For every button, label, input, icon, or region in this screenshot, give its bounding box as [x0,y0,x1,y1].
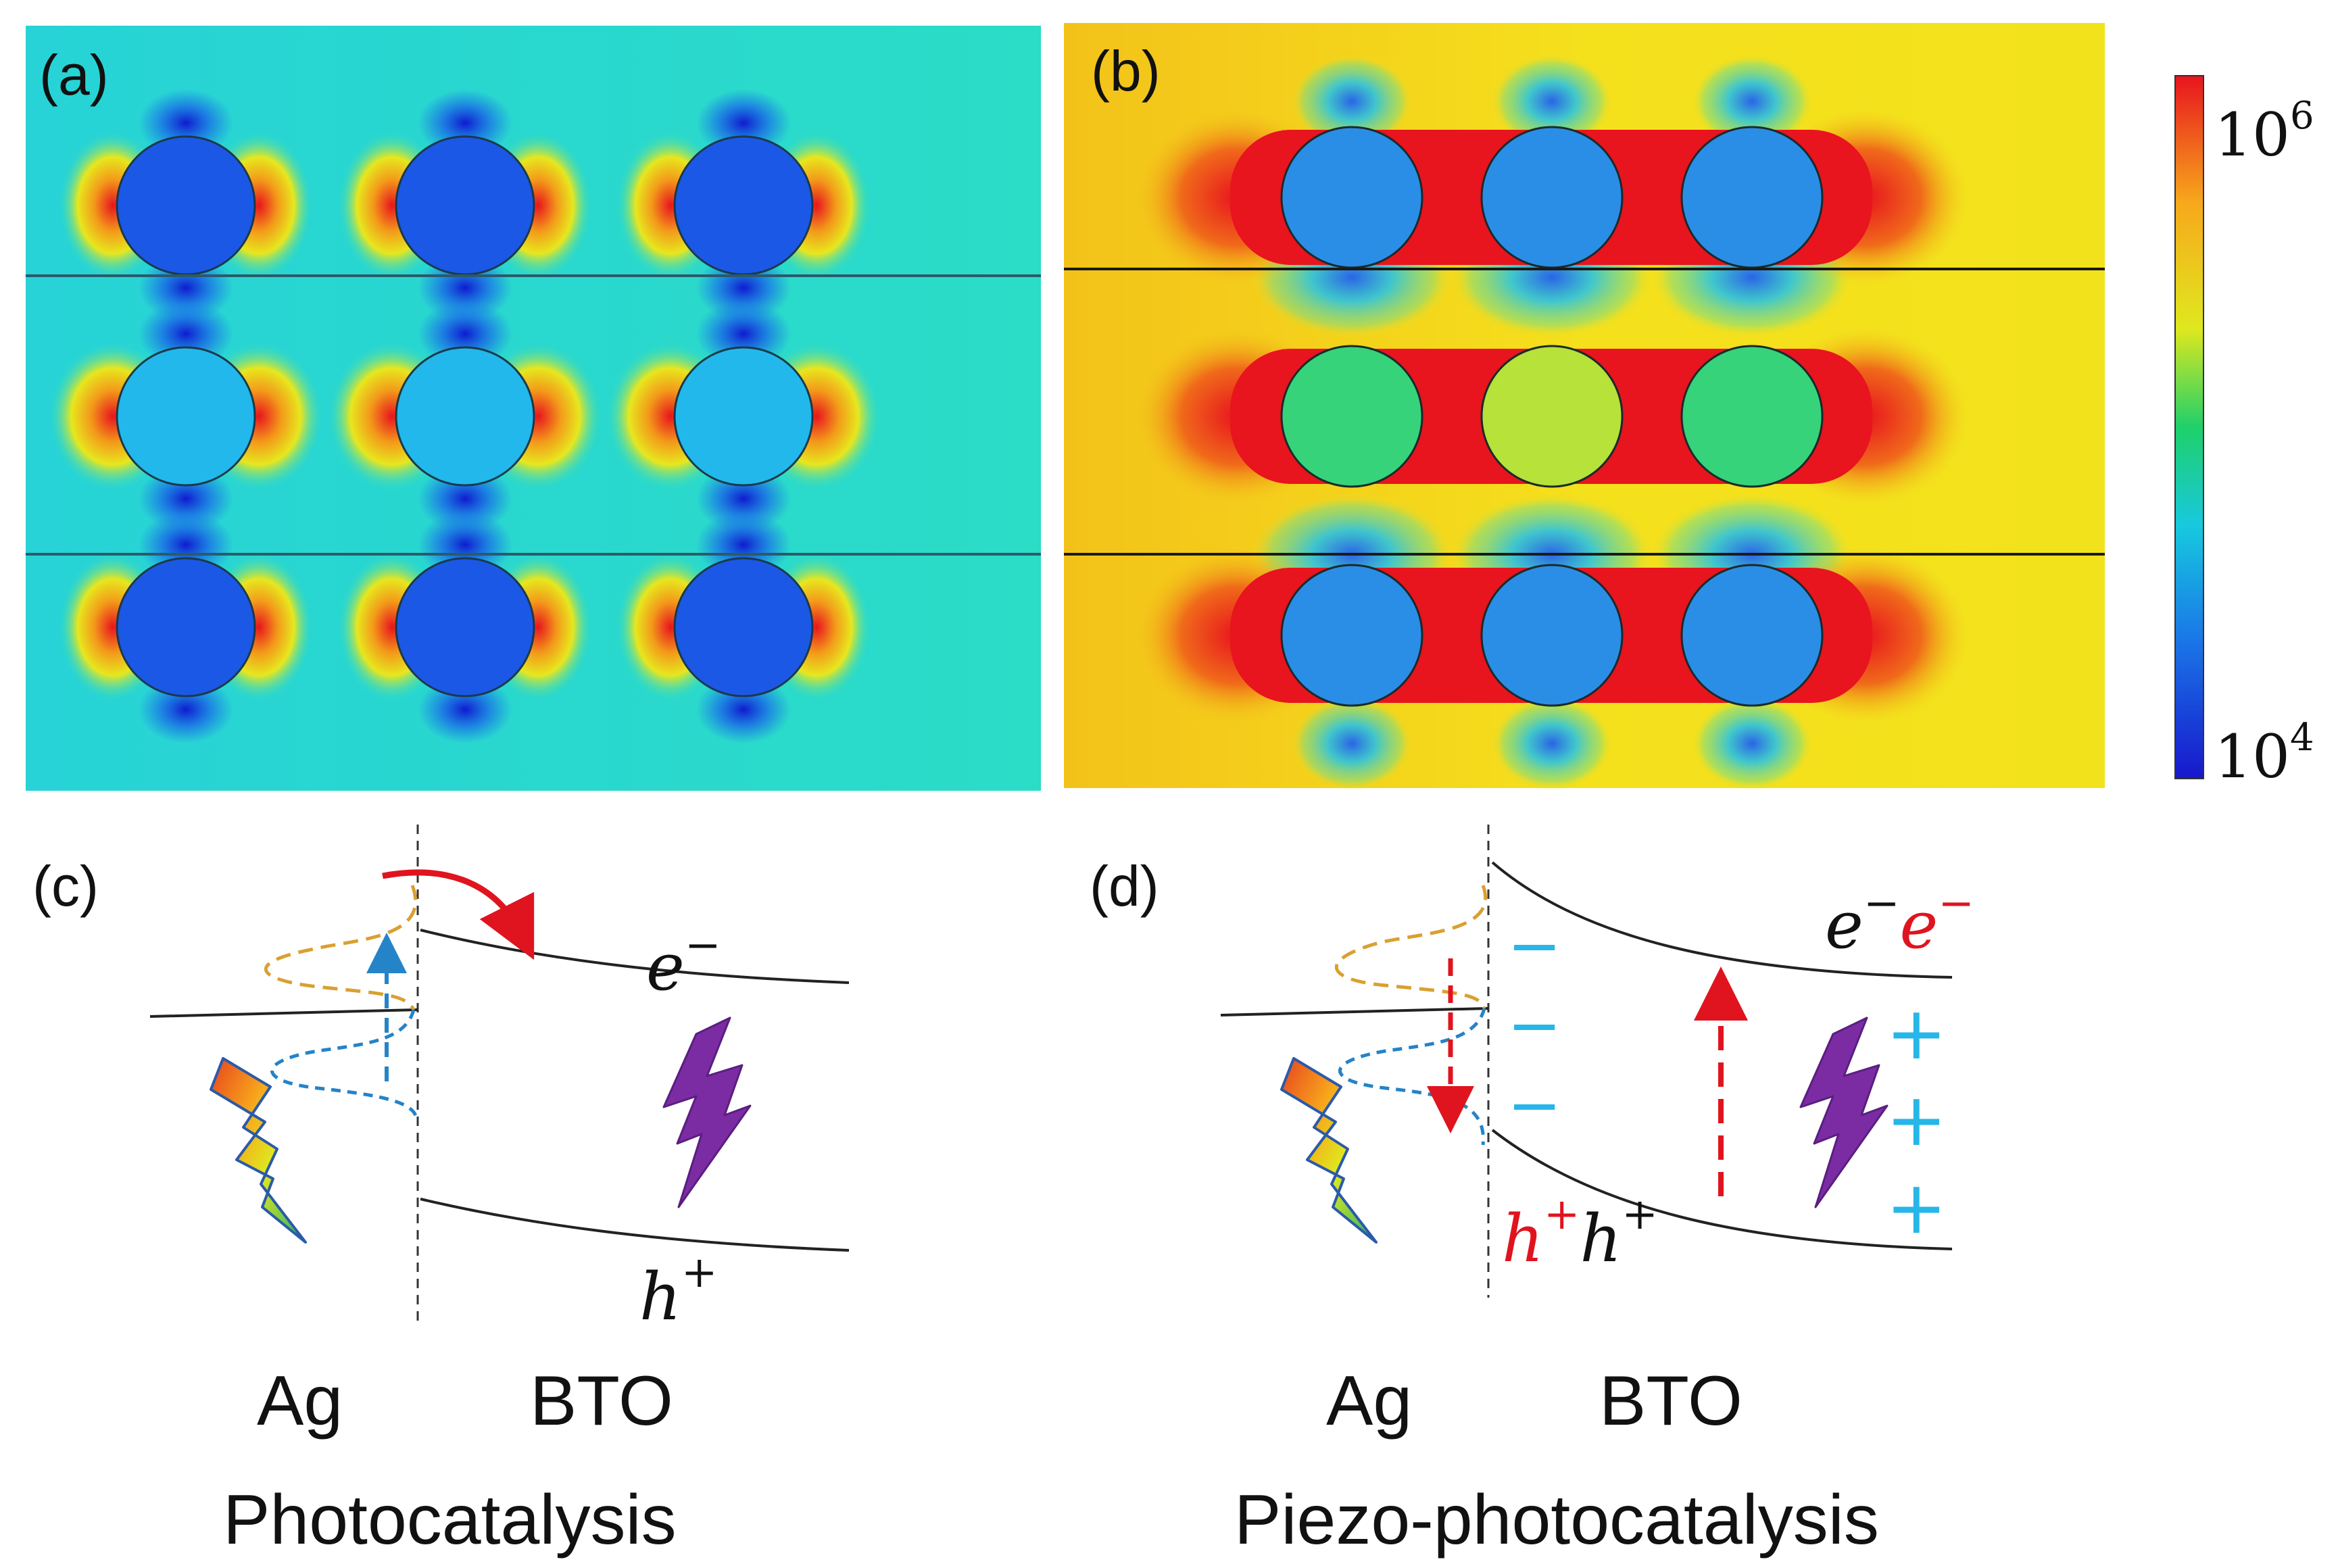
colorbar-max-label: 106 [2214,94,2314,170]
nanoparticle [1280,564,1423,707]
panel-d-band-diagram: (d) − − − + + + e−e− h+h+ Ag BT [1090,825,1974,1559]
nanoparticle [1480,345,1624,488]
panel-a-field-map [26,26,1041,791]
panel-c-caption: Photocatalysis [223,1481,677,1559]
panel-c-hole-label: h+ [639,1248,717,1335]
positive-charge-2: + [1886,1078,1947,1162]
nanoparticle [1480,564,1624,707]
panel-d-hole-label: h+h+ [1502,1190,1658,1277]
panel-d-caption: Piezo-photocatalysis [1234,1481,1879,1559]
panel-d-semiconductor-label: BTO [1599,1362,1743,1440]
uv-light-bolt-icon [662,1016,752,1208]
nanoparticle [673,346,814,487]
uv-light-bolt-icon [1799,1016,1889,1208]
positive-charge-3: + [1886,1166,1947,1250]
nanoparticle [673,135,814,276]
colorbar-min-label: 104 [2214,716,2314,791]
nanoparticle [1680,126,1824,269]
nanoparticle [116,135,256,276]
nanoparticle [1280,126,1423,269]
panel-b-label: (b) [1091,39,1161,103]
panel-c-electron-label: e− [646,921,721,1005]
negative-charge-2: − [1507,987,1561,1063]
panel-d-label: (d) [1090,854,1159,918]
panel-d-metal-label: Ag [1326,1362,1412,1440]
nanoparticle [1680,345,1824,488]
nanoparticle [673,557,814,697]
panel-a-label: (a) [39,43,109,107]
negative-charge-3: − [1507,1067,1561,1143]
nanoparticle [395,135,535,276]
visible-light-bolt-icon [210,1057,307,1244]
nanoparticle [116,557,256,697]
nanoparticle [1680,564,1824,707]
panel-b-field-map [1064,23,2105,791]
panel-c-semiconductor-label: BTO [530,1362,673,1440]
nanoparticle [116,346,256,487]
negative-charge-1: − [1507,908,1561,983]
nanoparticle [1280,345,1423,488]
panel-c-label: (c) [32,854,99,918]
nanoparticle [1480,126,1624,269]
visible-light-bolt-icon [1280,1057,1378,1244]
positive-charge-1: + [1886,991,1947,1076]
panel-c-metal-label: Ag [257,1362,343,1440]
panel-d-electron-label: e−e− [1825,879,1974,963]
colorbar: 106 104 [2174,75,2314,791]
panel-c-band-diagram: (c) e− h+ Ag BTO Photocatalysis [32,825,850,1559]
nanoparticle [395,557,535,697]
nanoparticle [395,346,535,487]
